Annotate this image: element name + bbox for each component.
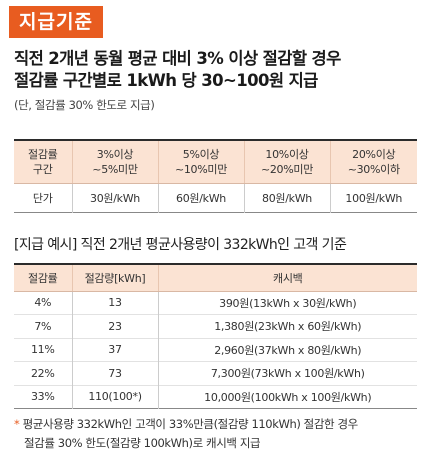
header-amount: 절감량[kWh] — [71, 264, 158, 292]
header-rate: 절감률 — [14, 264, 72, 292]
range-cell: 3%이상 ~5%미만 — [71, 140, 158, 184]
cashback-cell: 1,380원(23kWh x 60원/kWh) — [157, 314, 417, 338]
headline: 직전 2개년 동월 평균 대비 3% 이상 절감할 경우 절감률 구간별로 1k… — [14, 48, 426, 92]
price-cell: 80원/kWh — [243, 183, 330, 212]
range-line1: 5%이상 — [182, 147, 220, 161]
section-badge: 지급기준 — [9, 6, 103, 38]
price-cell: 60원/kWh — [157, 183, 244, 212]
cashback-cell: 2,960원(37kWh x 80원/kWh) — [157, 337, 417, 362]
amount-cell: 23 — [71, 314, 158, 338]
amount-cell: 37 — [71, 337, 158, 362]
table-row: 22% 73 7,300원(73kWh x 100원/kWh) — [14, 361, 417, 385]
footnote-star: * — [14, 417, 20, 431]
footnote-text-1: 평균사용량 332kWh인 고객이 33%만큼(절감량 110kWh) 절감한 … — [19, 417, 359, 431]
amount-cell: 13 — [71, 290, 158, 315]
price-cell: 100원/kWh — [329, 183, 417, 212]
range-line2: ~30%이하 — [347, 162, 400, 176]
cashback-cell: 10,000원(100kWh x 100원/kWh) — [157, 384, 417, 409]
rate-table: 절감률 구간 3%이상 ~5%미만 5%이상 ~10%미만 10%이상 ~20%… — [14, 139, 417, 213]
cashback-cell: 390원(13kWh x 30원/kWh) — [157, 290, 417, 315]
table-row: 4% 13 390원(13kWh x 30원/kWh) — [14, 290, 417, 315]
table-row: 33% 110(100*) 10,000원(100kWh x 100원/kWh) — [14, 384, 417, 409]
rate-cell: 4% — [14, 290, 72, 315]
example-table: 절감률 절감량[kWh] 캐시백 4% 13 390원(13kWh x 30원/… — [14, 263, 417, 409]
range-line2: ~20%미만 — [260, 162, 314, 176]
header-cashback: 캐시백 — [157, 264, 417, 292]
range-cell: 10%이상 ~20%미만 — [243, 140, 330, 184]
price-label: 단가 — [32, 191, 53, 205]
example-table-header-row: 절감률 절감량[kWh] 캐시백 — [14, 264, 417, 292]
limit-note: (단, 절감률 30% 한도로 지급) — [14, 98, 155, 112]
range-line1: 3%이상 — [96, 147, 134, 161]
row-header-line2: 구간 — [32, 162, 53, 176]
amount-cell: 110(100*) — [71, 384, 158, 409]
row-header-line1: 절감률 — [28, 147, 58, 161]
table-row: 11% 37 2,960원(37kWh x 80원/kWh) — [14, 337, 417, 362]
range-line1: 20%이상 — [352, 147, 396, 161]
range-line1: 10%이상 — [265, 147, 309, 161]
cashback-cell: 7,300원(73kWh x 100원/kWh) — [157, 361, 417, 385]
footnote-line-2: 절감률 30% 한도(절감량 100kWh)로 캐시백 지급 — [24, 436, 261, 450]
amount-cell: 73 — [71, 361, 158, 385]
rate-cell: 7% — [14, 314, 72, 338]
range-line2: ~10%미만 — [174, 162, 228, 176]
footnote-line-1: * 평균사용량 332kWh인 고객이 33%만큼(절감량 110kWh) 절감… — [14, 415, 426, 434]
rate-cell: 22% — [14, 361, 72, 385]
headline-line-2: 절감률 구간별로 1kWh 당 30~100원 지급 — [14, 71, 318, 90]
price-cell: 30원/kWh — [71, 183, 158, 212]
range-cell: 5%이상 ~10%미만 — [157, 140, 244, 184]
rate-cell: 33% — [14, 384, 72, 409]
headline-line-1: 직전 2개년 동월 평균 대비 3% 이상 절감할 경우 — [14, 49, 341, 68]
range-cell: 20%이상 ~30%이하 — [329, 140, 417, 184]
price-row: 단가 30원/kWh 60원/kWh 80원/kWh 100원/kWh — [14, 183, 417, 212]
example-title: [지급 예시] 직전 2개년 평균사용량이 332kWh인 고객 기준 — [14, 237, 347, 253]
rate-cell: 11% — [14, 337, 72, 362]
range-line2: ~5%미만 — [92, 162, 138, 176]
rate-table-header-row: 절감률 구간 3%이상 ~5%미만 5%이상 ~10%미만 10%이상 ~20%… — [14, 140, 417, 184]
rate-table-row-header: 절감률 구간 — [14, 140, 72, 184]
footnote: * 평균사용량 332kWh인 고객이 33%만큼(절감량 110kWh) 절감… — [14, 415, 426, 453]
table-row: 7% 23 1,380원(23kWh x 60원/kWh) — [14, 314, 417, 338]
